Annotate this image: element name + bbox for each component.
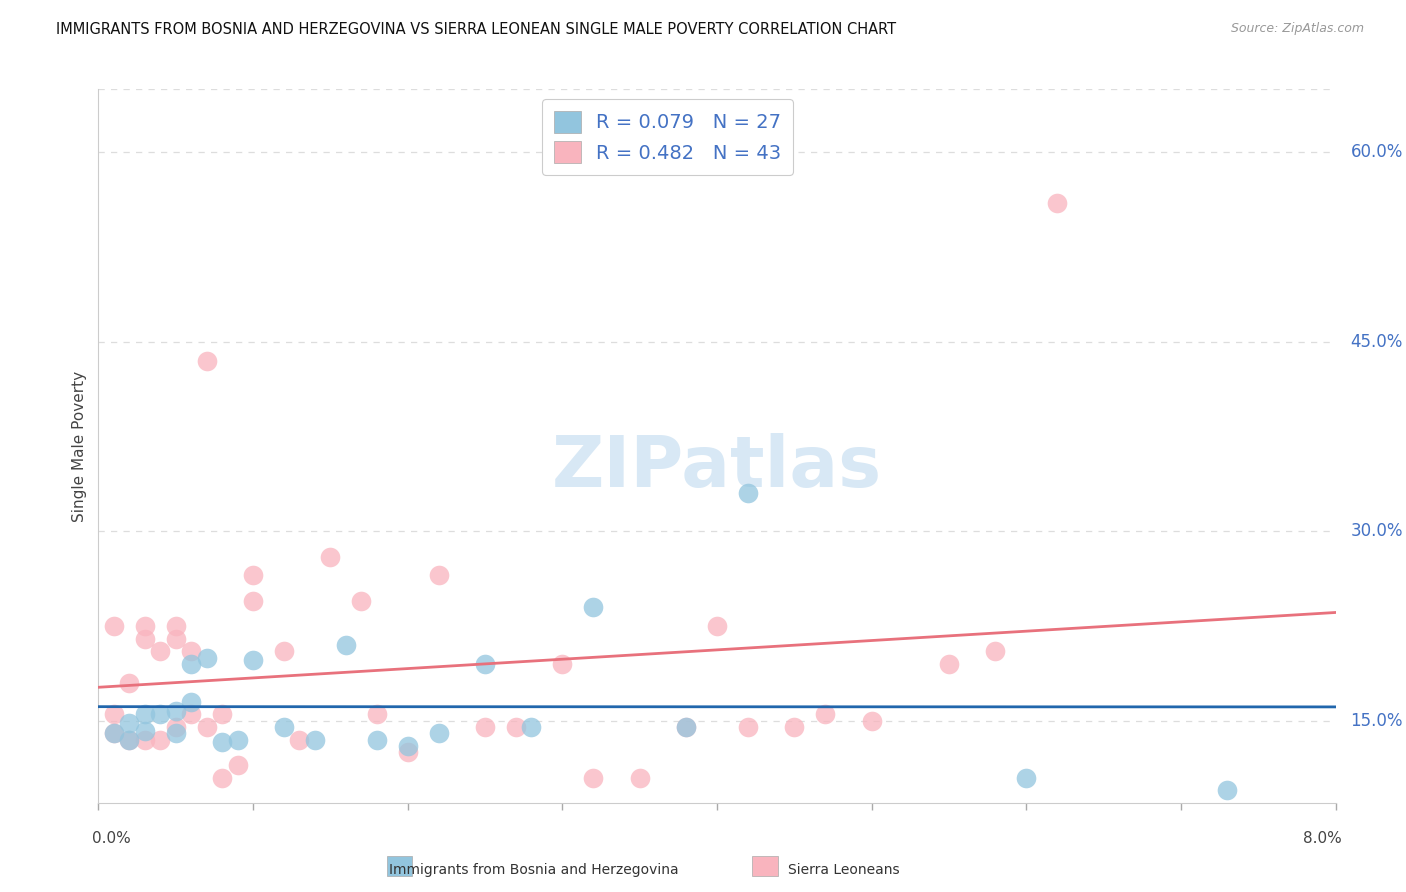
Point bbox=[180, 695, 202, 709]
Point bbox=[103, 707, 125, 722]
Point bbox=[366, 732, 388, 747]
Point bbox=[706, 619, 728, 633]
Point bbox=[195, 720, 218, 734]
Point bbox=[273, 644, 295, 658]
Point bbox=[737, 486, 759, 500]
Point bbox=[134, 707, 156, 722]
Point bbox=[134, 619, 156, 633]
Point bbox=[134, 732, 156, 747]
Point bbox=[814, 707, 837, 722]
Point bbox=[783, 720, 806, 734]
Point bbox=[582, 771, 605, 785]
Point bbox=[350, 593, 373, 607]
Point bbox=[675, 720, 697, 734]
Text: 15.0%: 15.0% bbox=[1351, 712, 1403, 730]
Text: ZIPatlas: ZIPatlas bbox=[553, 433, 882, 502]
Point bbox=[474, 720, 496, 734]
Point bbox=[505, 720, 527, 734]
Point bbox=[149, 732, 172, 747]
Point bbox=[226, 758, 249, 772]
Point bbox=[165, 632, 187, 646]
Point bbox=[103, 619, 125, 633]
Point bbox=[520, 720, 543, 734]
Text: 60.0%: 60.0% bbox=[1351, 144, 1403, 161]
Point bbox=[149, 644, 172, 658]
Point bbox=[118, 716, 141, 731]
Point bbox=[304, 732, 326, 747]
Point bbox=[103, 726, 125, 740]
Point bbox=[165, 720, 187, 734]
Point bbox=[134, 632, 156, 646]
Point bbox=[984, 644, 1007, 658]
Point bbox=[396, 739, 419, 753]
Text: 30.0%: 30.0% bbox=[1351, 522, 1403, 541]
Point bbox=[134, 723, 156, 738]
Point bbox=[242, 568, 264, 582]
Point bbox=[319, 549, 342, 564]
Point bbox=[165, 726, 187, 740]
Point bbox=[427, 568, 450, 582]
Point bbox=[165, 619, 187, 633]
Point bbox=[165, 704, 187, 718]
Point bbox=[195, 650, 218, 665]
Text: Source: ZipAtlas.com: Source: ZipAtlas.com bbox=[1230, 22, 1364, 36]
Text: 0.0%: 0.0% bbox=[93, 831, 131, 847]
Point bbox=[195, 353, 218, 368]
Point bbox=[335, 638, 357, 652]
Point bbox=[474, 657, 496, 671]
Point bbox=[1015, 771, 1038, 785]
Point bbox=[1216, 783, 1239, 797]
Point bbox=[551, 657, 574, 671]
Point bbox=[118, 732, 141, 747]
Text: Sierra Leoneans: Sierra Leoneans bbox=[787, 863, 900, 877]
Point bbox=[288, 732, 311, 747]
Text: 45.0%: 45.0% bbox=[1351, 333, 1403, 351]
Point bbox=[427, 726, 450, 740]
Text: Immigrants from Bosnia and Herzegovina: Immigrants from Bosnia and Herzegovina bbox=[389, 863, 679, 877]
Point bbox=[737, 720, 759, 734]
Point bbox=[103, 726, 125, 740]
Point bbox=[180, 657, 202, 671]
Point bbox=[180, 707, 202, 722]
Point bbox=[582, 600, 605, 615]
Point bbox=[211, 735, 233, 749]
Point bbox=[242, 653, 264, 667]
Point bbox=[211, 771, 233, 785]
Text: IMMIGRANTS FROM BOSNIA AND HERZEGOVINA VS SIERRA LEONEAN SINGLE MALE POVERTY COR: IMMIGRANTS FROM BOSNIA AND HERZEGOVINA V… bbox=[56, 22, 897, 37]
Point bbox=[1046, 195, 1069, 210]
Point bbox=[675, 720, 697, 734]
Point bbox=[396, 745, 419, 759]
Point bbox=[273, 720, 295, 734]
Point bbox=[628, 771, 651, 785]
Point bbox=[180, 644, 202, 658]
Point bbox=[211, 707, 233, 722]
Point bbox=[242, 593, 264, 607]
Point bbox=[366, 707, 388, 722]
Y-axis label: Single Male Poverty: Single Male Poverty bbox=[72, 370, 87, 522]
Point bbox=[118, 732, 141, 747]
Legend: R = 0.079   N = 27, R = 0.482   N = 43: R = 0.079 N = 27, R = 0.482 N = 43 bbox=[541, 99, 793, 175]
Point bbox=[860, 714, 883, 728]
Point bbox=[226, 732, 249, 747]
Point bbox=[938, 657, 960, 671]
Point bbox=[118, 675, 141, 690]
Point bbox=[149, 707, 172, 722]
Text: 8.0%: 8.0% bbox=[1303, 831, 1341, 847]
